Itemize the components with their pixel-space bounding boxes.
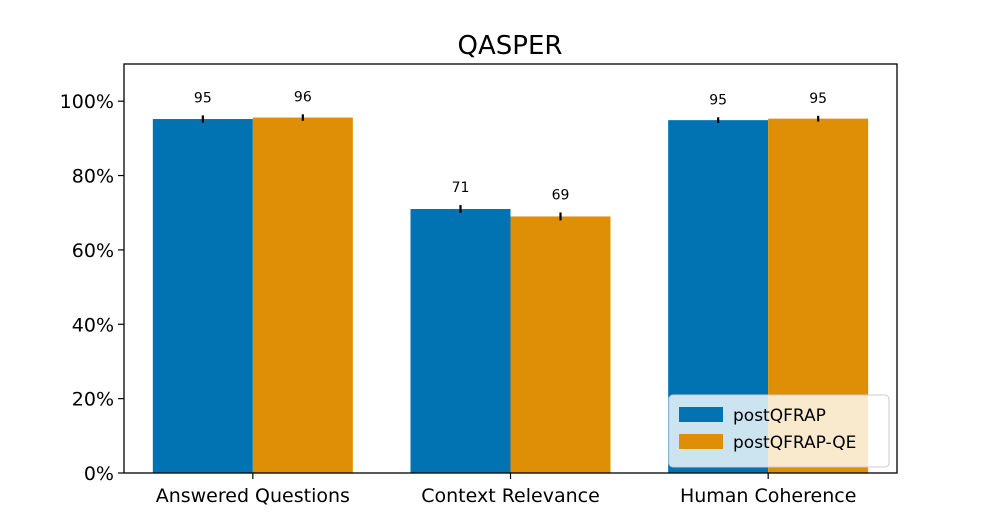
y-tick-label: 80% [72,166,114,188]
bar-postqfrap-1 [152,119,253,474]
bar-postqfrap-qe-1 [252,117,353,474]
bar-value-label: 95 [809,91,827,107]
bar-value-label: 71 [452,180,470,196]
legend-label: postQFRAP [733,406,826,426]
legend-swatch [679,434,723,449]
bar-value-label: 96 [294,89,312,105]
legend: postQFRAP postQFRAP-QE [668,394,890,468]
bar-postqfrap-2 [410,209,511,473]
y-tick-label: 20% [72,389,114,411]
y-tick-label: 60% [72,240,114,262]
legend-swatch [679,407,723,422]
bar-value-label: 95 [194,90,212,106]
x-tick-label: Answered Questions [156,485,350,507]
legend-label: postQFRAP-QE [733,433,856,453]
legend-box [668,394,890,468]
bar-value-label: 95 [709,92,727,108]
y-axis: 0% 20% 40% 60% 80% 100% [60,91,124,485]
y-tick-label: 100% [60,91,114,113]
bar-postqfrap-qe-2 [510,216,611,474]
x-axis: Answered Questions Context Relevance Human… [156,473,856,507]
y-tick-label: 0% [84,463,114,485]
y-tick-label: 40% [72,314,114,336]
plot-frame [123,63,898,474]
chart-title: QASPER [458,31,563,61]
x-tick-label: Context Relevance [421,485,600,507]
bar-value-label: 69 [552,187,570,203]
x-tick-label: Human Coherence [680,485,856,507]
